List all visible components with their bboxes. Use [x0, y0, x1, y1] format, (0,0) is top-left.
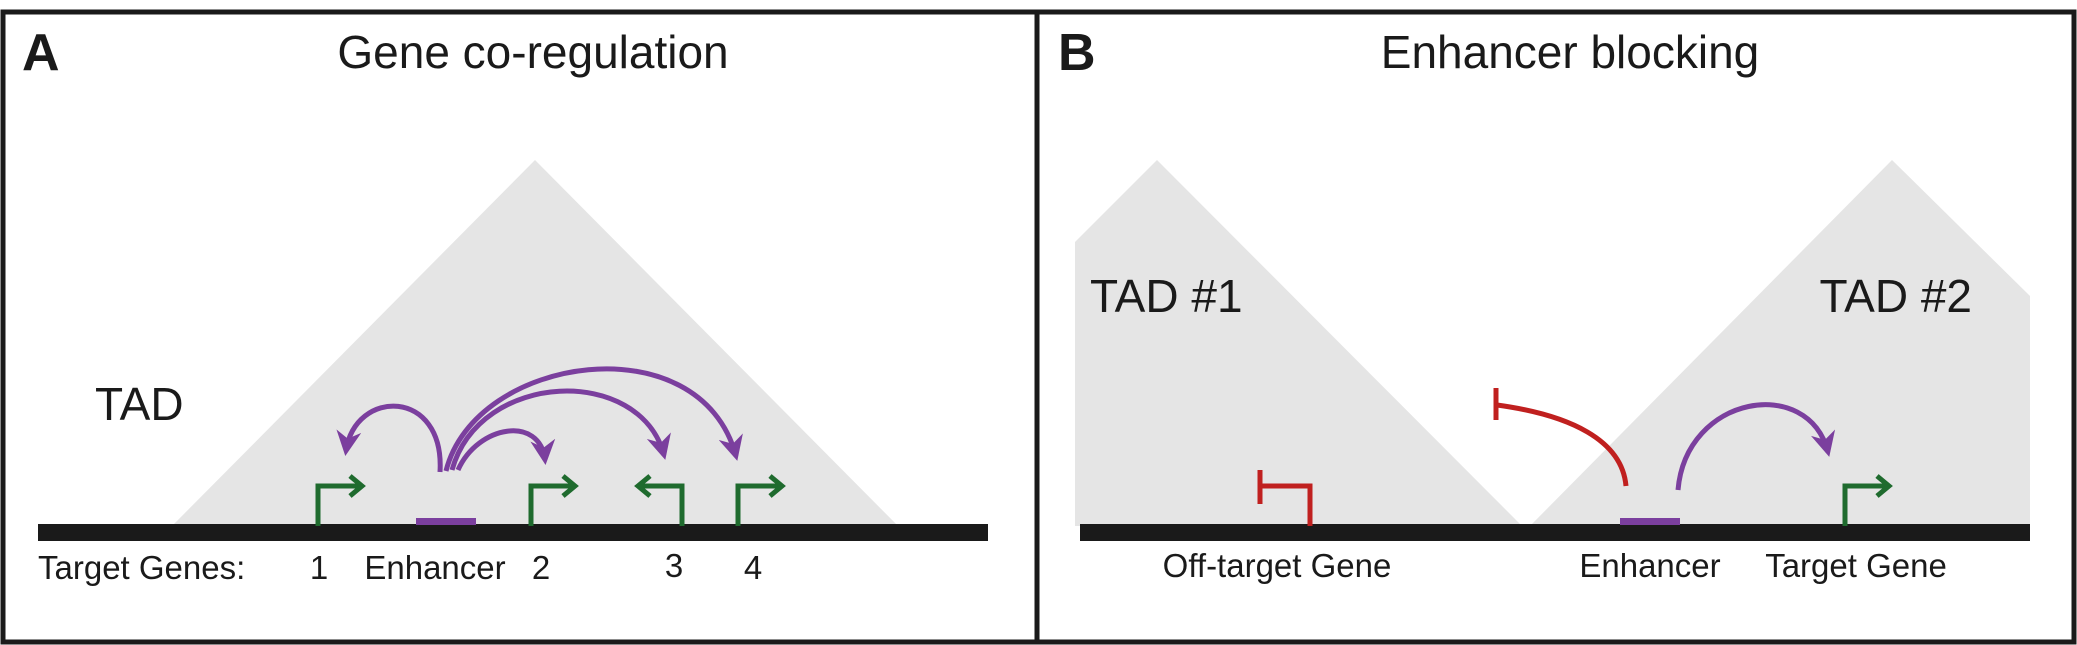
promoter-arrow-4 — [735, 474, 786, 526]
panel-b-letter: B — [1058, 24, 1096, 82]
tad-1-triangle — [1075, 160, 1522, 526]
panel-b-title: Enhancer blocking — [1381, 26, 1759, 78]
panel-a-title: Gene co-regulation — [337, 26, 728, 78]
promoter-arrow-1 — [315, 474, 366, 526]
panel-a-letter: A — [22, 24, 60, 82]
interaction-arrow-gene-3 — [449, 388, 671, 471]
panel-b: B Enhancer blocking TAD #1 TAD #2 Off-ta… — [1058, 24, 2030, 584]
gene-2-label: 2 — [532, 549, 550, 586]
enhancer-label-a: Enhancer — [364, 549, 505, 586]
tad-label: TAD — [95, 378, 184, 430]
interaction-arrow-gene-4 — [443, 366, 743, 472]
chromosome-line-b — [1080, 524, 2030, 541]
enhancer-a — [416, 518, 476, 525]
blocked-interaction — [1493, 388, 1629, 487]
panel-a: A Gene co-regulation TAD Target Genes: 1… — [22, 24, 988, 586]
interaction-arrow-target — [1675, 402, 1836, 491]
enhancer-label-b: Enhancer — [1579, 547, 1720, 584]
target-gene-label: Target Gene — [1765, 547, 1947, 584]
gene-4-label: 4 — [744, 549, 762, 586]
tad-triangle — [172, 160, 898, 526]
gene-1-label: 1 — [310, 549, 328, 586]
target-genes-label: Target Genes: — [38, 549, 245, 586]
promoter-arrow-3 — [634, 474, 685, 526]
enhancer-b — [1620, 518, 1680, 525]
chromosome-line-a — [38, 524, 988, 541]
panel-b-frame — [1034, 9, 2077, 645]
tad-2-label: TAD #2 — [1819, 270, 1972, 322]
gene-3-label: 3 — [665, 547, 683, 584]
tad-2-triangle — [1530, 160, 2030, 526]
interaction-arrow-gene-2 — [455, 428, 556, 472]
off-target-promoter-block — [1257, 470, 1313, 526]
interaction-arrow-gene-1 — [336, 403, 443, 473]
tad-1-label: TAD #1 — [1090, 270, 1243, 322]
promoter-arrow-2 — [528, 474, 579, 526]
target-gene-promoter — [1842, 474, 1893, 526]
off-target-gene-label: Off-target Gene — [1163, 547, 1392, 584]
